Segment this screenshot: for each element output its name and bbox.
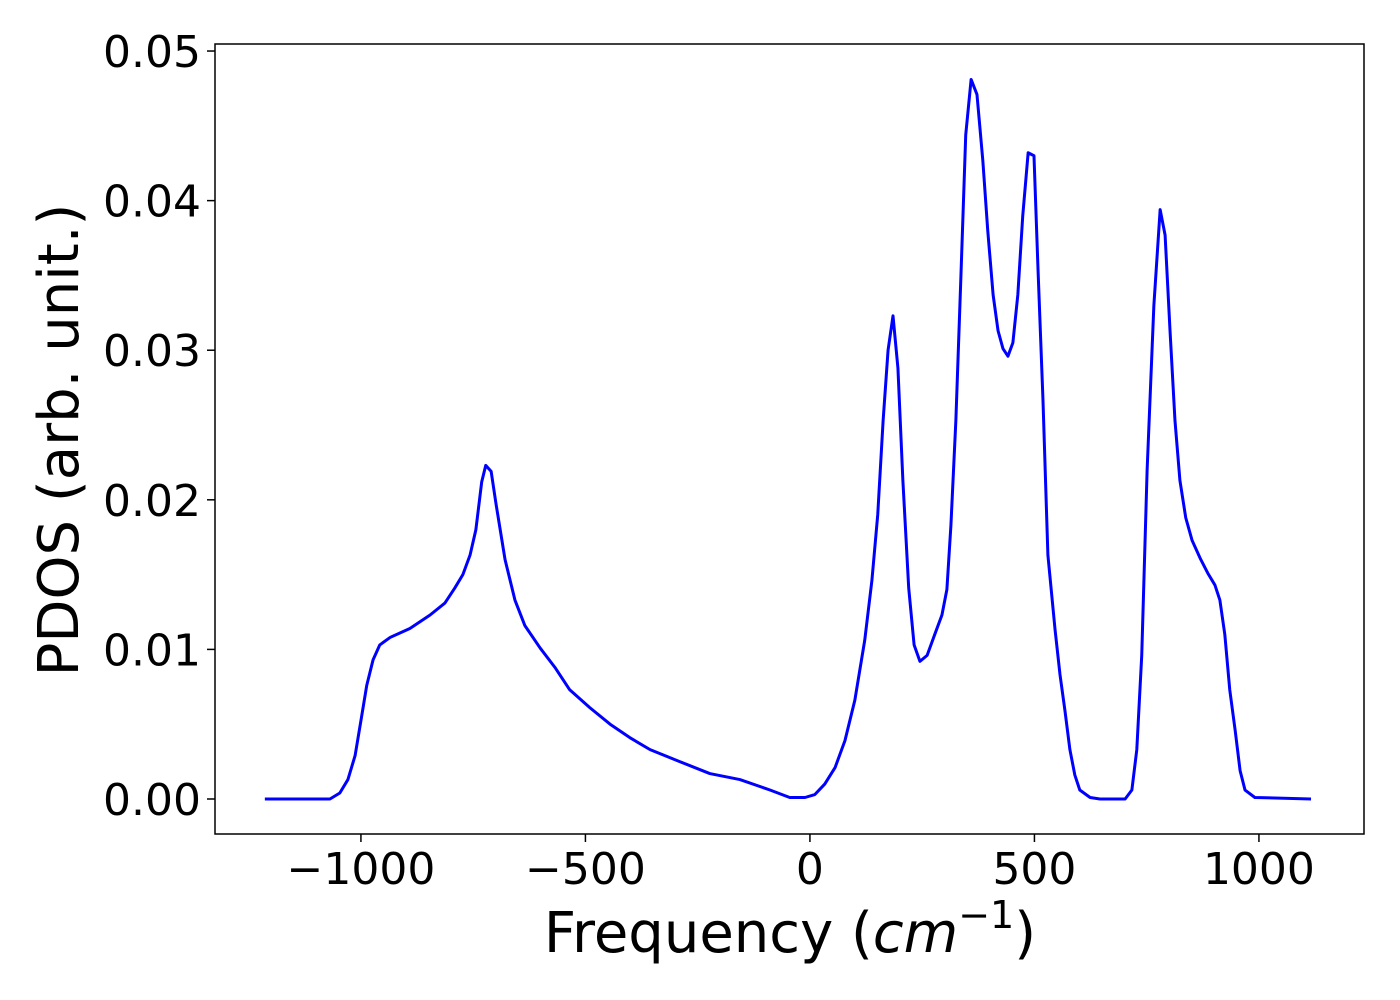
y-tick-label: 0.01 — [103, 625, 201, 676]
y-tick-label: 0.02 — [103, 476, 201, 527]
plot-frame — [214, 43, 1365, 835]
x-axis-label-exponent: −1 — [958, 893, 1014, 937]
x-tick-label: −500 — [525, 844, 646, 895]
x-axis-label-close: ) — [1014, 901, 1036, 966]
x-tick-label: 500 — [992, 844, 1076, 895]
data-line — [264, 77, 1312, 801]
y-tick-label: 0.03 — [103, 326, 201, 377]
x-tick-label: 0 — [796, 844, 824, 895]
x-axis-label-unit: cm — [873, 901, 958, 966]
y-tick-label: 0.05 — [103, 27, 201, 78]
y-axis-label: PDOS (arb. unit.) — [27, 204, 92, 677]
x-tick-label: −1000 — [287, 844, 436, 895]
x-axis-label: Frequency (cm−1) — [544, 893, 1036, 966]
y-tick-label: 0.04 — [103, 177, 201, 228]
y-tick-label: 0.00 — [103, 775, 201, 826]
x-axis-label-text: Frequency ( — [544, 901, 873, 966]
x-tick-label: 1000 — [1203, 844, 1315, 895]
